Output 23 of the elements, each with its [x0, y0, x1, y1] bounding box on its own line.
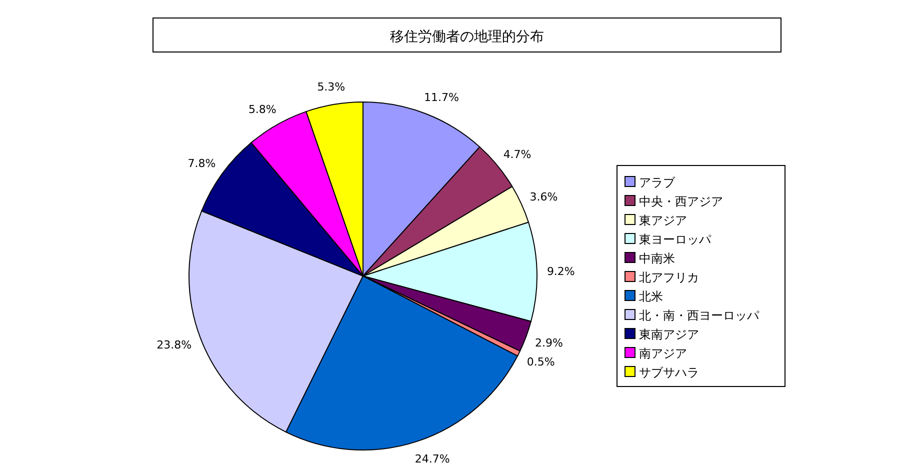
data-label: 0.5% [526, 356, 555, 369]
legend-label: 東アジア [639, 214, 687, 228]
legend-label: 東南アジア [639, 328, 699, 342]
legend-label: アラブ [639, 176, 676, 190]
legend-label: 中南米 [639, 252, 675, 266]
data-label: 7.8% [188, 157, 216, 170]
data-label: 5.3% [317, 80, 346, 94]
data-label: 4.7% [503, 148, 532, 162]
legend-label: 北・南・西ヨーロッパ [639, 308, 760, 322]
legend-label: 南アジア [639, 346, 687, 360]
data-label: 23.8% [156, 338, 192, 352]
data-label: 2.9% [535, 336, 563, 350]
legend-label: 中央・西アジア [639, 194, 723, 208]
chart-title: 移住労働者の地理的分布 [390, 29, 544, 45]
legend-label: 北アフリカ [639, 270, 699, 284]
legend-label: サブサハラ [639, 366, 699, 380]
data-label: 11.7% [424, 90, 459, 104]
data-label: 5.8% [248, 102, 276, 116]
legend-label: 東ヨーロッパ [639, 232, 712, 246]
legend-label: 北米 [639, 290, 663, 304]
data-label: 24.7% [414, 452, 450, 466]
data-label: 9.2% [546, 265, 575, 278]
data-label: 3.6% [530, 190, 558, 204]
